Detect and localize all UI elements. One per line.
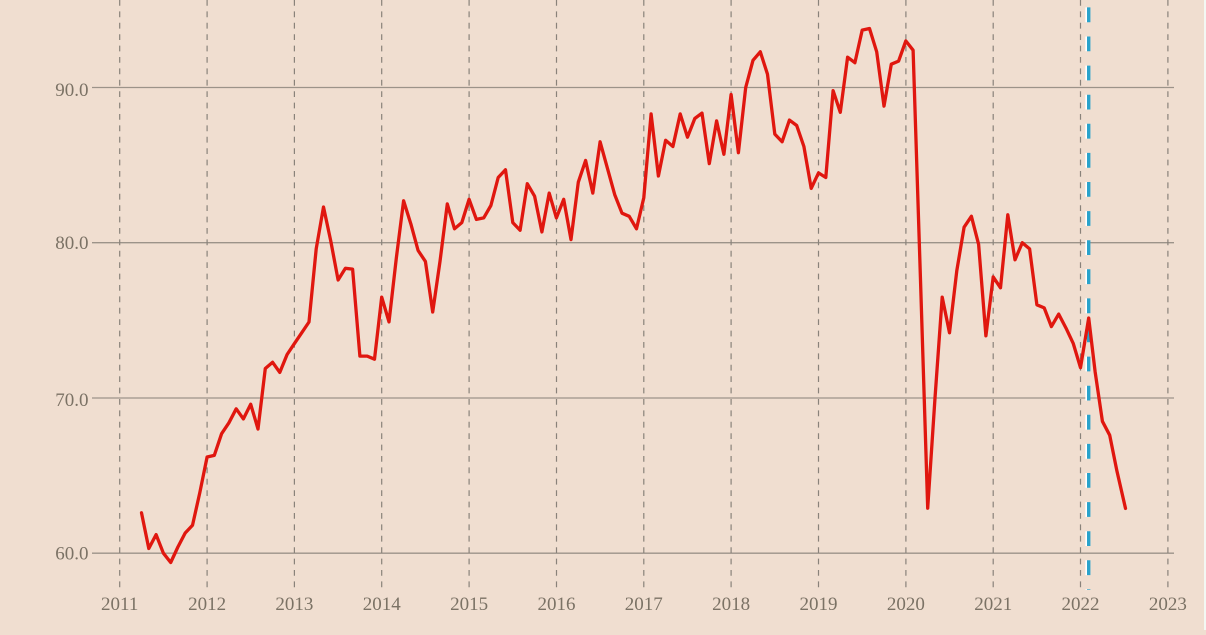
svg-text:2020: 2020 <box>887 594 925 615</box>
svg-text:90.0: 90.0 <box>55 80 88 101</box>
svg-text:2015: 2015 <box>450 594 488 615</box>
svg-text:60.0: 60.0 <box>55 544 88 565</box>
svg-text:2012: 2012 <box>188 594 226 615</box>
svg-text:2013: 2013 <box>275 594 313 615</box>
svg-text:2018: 2018 <box>712 594 750 615</box>
svg-text:2022: 2022 <box>1062 594 1100 615</box>
svg-text:2019: 2019 <box>800 594 838 615</box>
svg-text:2023: 2023 <box>1149 594 1187 615</box>
svg-text:2021: 2021 <box>974 594 1012 615</box>
svg-text:2016: 2016 <box>538 594 576 615</box>
svg-text:70.0: 70.0 <box>55 390 88 411</box>
svg-text:2014: 2014 <box>363 594 402 615</box>
svg-text:80.0: 80.0 <box>55 233 88 254</box>
svg-text:2017: 2017 <box>625 594 663 615</box>
svg-text:2011: 2011 <box>101 594 138 615</box>
